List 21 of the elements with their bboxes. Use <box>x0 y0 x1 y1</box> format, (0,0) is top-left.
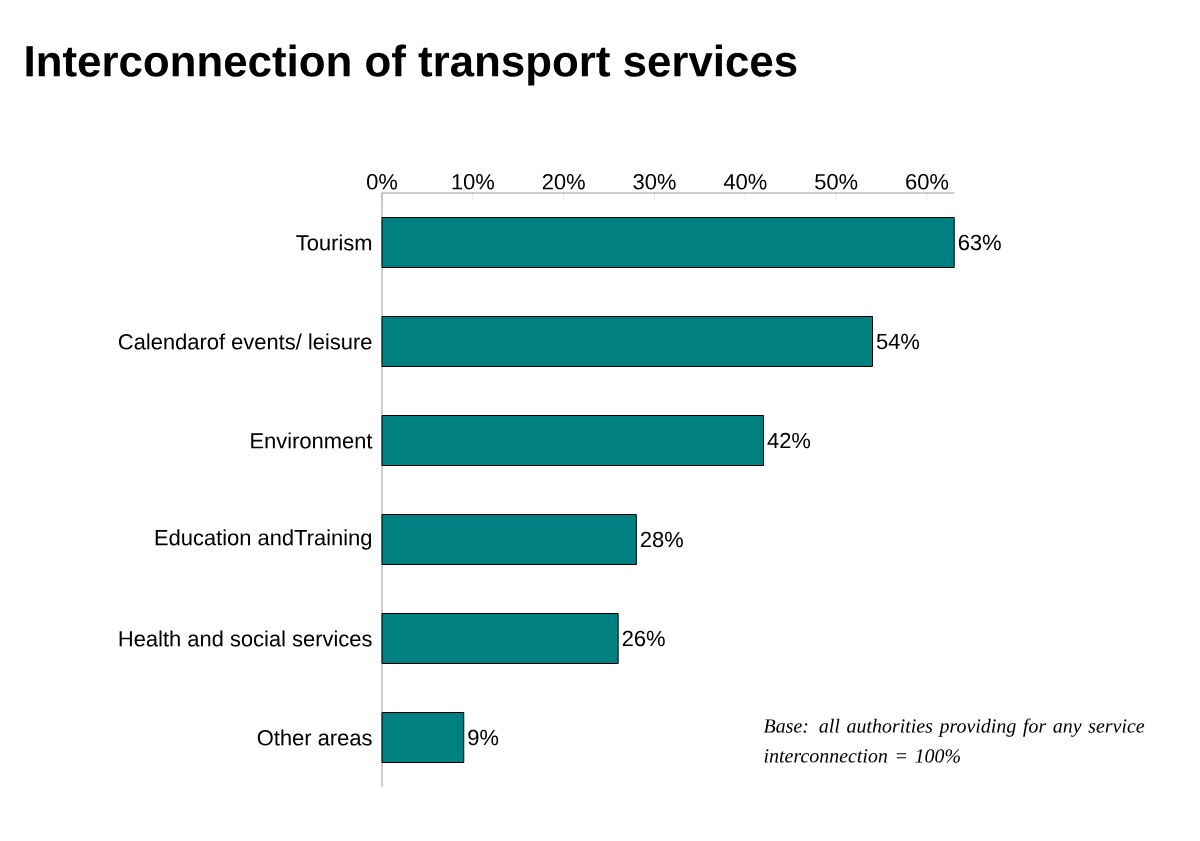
annotation: Base: all authorities providing for any service interconnection = 100% <box>763 718 1145 763</box>
data-label: 42% <box>767 432 811 449</box>
x-tick-label: 0% <box>367 173 398 190</box>
y-tick-label: Tourism <box>296 234 372 251</box>
y-tick-label: Calendarof events/ leisure <box>118 333 372 350</box>
data-label: 54% <box>876 333 920 350</box>
data-label: 63% <box>958 234 1001 251</box>
y-tick-label: Health and social services <box>119 630 372 647</box>
chart-title: Interconnection of transport services <box>26 44 797 86</box>
x-tick-label: 10% <box>452 173 494 190</box>
y-tick-label: Education andTraining <box>155 529 372 550</box>
x-tick-label: 50% <box>815 173 858 190</box>
y-tick-label: Environment <box>251 432 373 449</box>
data-label: 26% <box>622 630 665 647</box>
x-tick-label: 40% <box>723 173 767 190</box>
x-tick-label: 60% <box>906 173 949 190</box>
data-label: 9% <box>468 729 499 746</box>
x-tick-label: 20% <box>542 173 585 190</box>
y-tick-label: Other areas <box>257 729 372 746</box>
data-label: 28% <box>640 531 683 548</box>
x-tick-label: 30% <box>633 173 676 190</box>
